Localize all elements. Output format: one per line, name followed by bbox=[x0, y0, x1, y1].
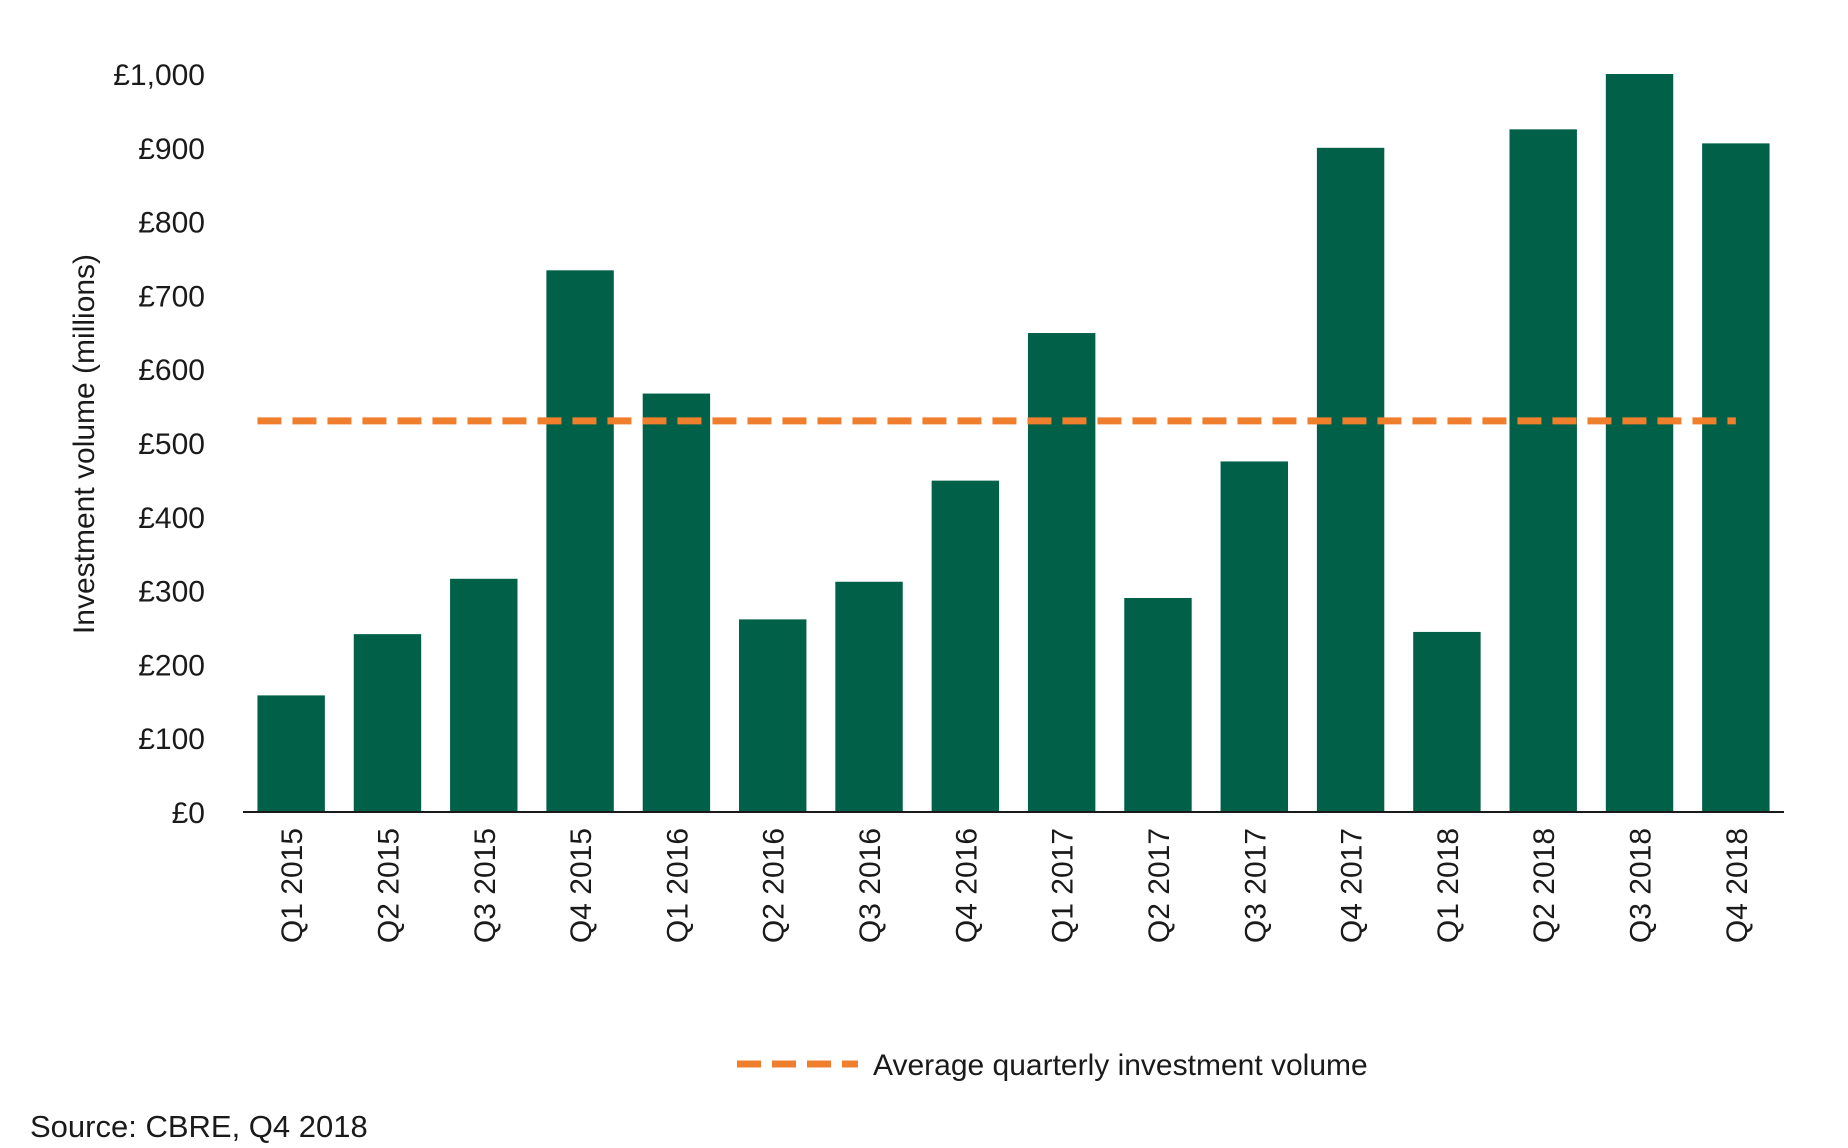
bar bbox=[931, 480, 1000, 812]
y-tick-label: £1,000 bbox=[113, 59, 205, 92]
bar bbox=[1702, 143, 1770, 812]
y-tick-label: £200 bbox=[138, 649, 205, 682]
y-tick-label: £500 bbox=[138, 428, 205, 461]
y-tick-label: £800 bbox=[138, 207, 205, 240]
x-tick-label: Q1 2016 bbox=[661, 828, 694, 943]
bar bbox=[739, 619, 807, 812]
y-tick-label: £300 bbox=[138, 576, 205, 609]
source-note: Source: CBRE, Q4 2018 bbox=[30, 1109, 368, 1144]
bar bbox=[450, 578, 518, 812]
x-tick-label: Q4 2018 bbox=[1721, 828, 1754, 943]
x-tick-label: Q3 2016 bbox=[854, 828, 887, 943]
bar bbox=[257, 695, 325, 812]
bar bbox=[1027, 333, 1096, 812]
y-tick-label: £400 bbox=[138, 502, 205, 535]
legend-label: Average quarterly investment volume bbox=[873, 1049, 1368, 1082]
bar bbox=[546, 270, 614, 813]
y-tick-label: £0 bbox=[172, 797, 205, 830]
bar bbox=[1220, 461, 1288, 812]
bar bbox=[642, 393, 711, 812]
x-tick-label: Q4 2016 bbox=[950, 828, 983, 943]
x-tick-label: Q2 2017 bbox=[1143, 828, 1176, 943]
x-axis-ticks: Q1 2015 Q2 2015 Q3 2015 Q4 2015 Q1 2016 Q2 20… bbox=[276, 828, 1754, 943]
bar bbox=[1124, 597, 1192, 812]
y-tick-label: £600 bbox=[138, 354, 205, 387]
x-tick-label: Q3 2017 bbox=[1239, 828, 1272, 943]
x-tick-label: Q1 2015 bbox=[276, 828, 309, 943]
y-tick-label: £900 bbox=[138, 133, 205, 166]
x-tick-label: Q2 2016 bbox=[758, 828, 791, 943]
x-tick-label: Q3 2015 bbox=[469, 828, 502, 943]
bar bbox=[835, 581, 903, 812]
y-tick-label: £700 bbox=[138, 280, 205, 313]
x-tick-label: Q4 2017 bbox=[1336, 828, 1369, 943]
x-tick-label: Q4 2015 bbox=[565, 828, 598, 943]
legend: Average quarterly investment volume bbox=[737, 1049, 1368, 1082]
x-tick-label: Q1 2018 bbox=[1432, 828, 1465, 943]
bar bbox=[1509, 129, 1577, 813]
bar bbox=[353, 634, 422, 812]
bars bbox=[257, 74, 1770, 813]
x-tick-label: Q2 2015 bbox=[372, 828, 405, 943]
x-tick-label: Q3 2018 bbox=[1625, 828, 1658, 943]
y-axis-title: Investment volume (millions) bbox=[68, 254, 101, 634]
x-tick-label: Q1 2017 bbox=[1047, 828, 1080, 943]
x-tick-label: Q2 2018 bbox=[1528, 828, 1561, 943]
bar bbox=[1413, 631, 1481, 812]
bar bbox=[1605, 74, 1674, 812]
bar bbox=[1316, 147, 1385, 813]
y-tick-label: £100 bbox=[138, 723, 205, 756]
y-axis-ticks: £0 £100 £200 £300 £400 £500 £600 £700 £800 £900 £1… bbox=[113, 59, 205, 830]
